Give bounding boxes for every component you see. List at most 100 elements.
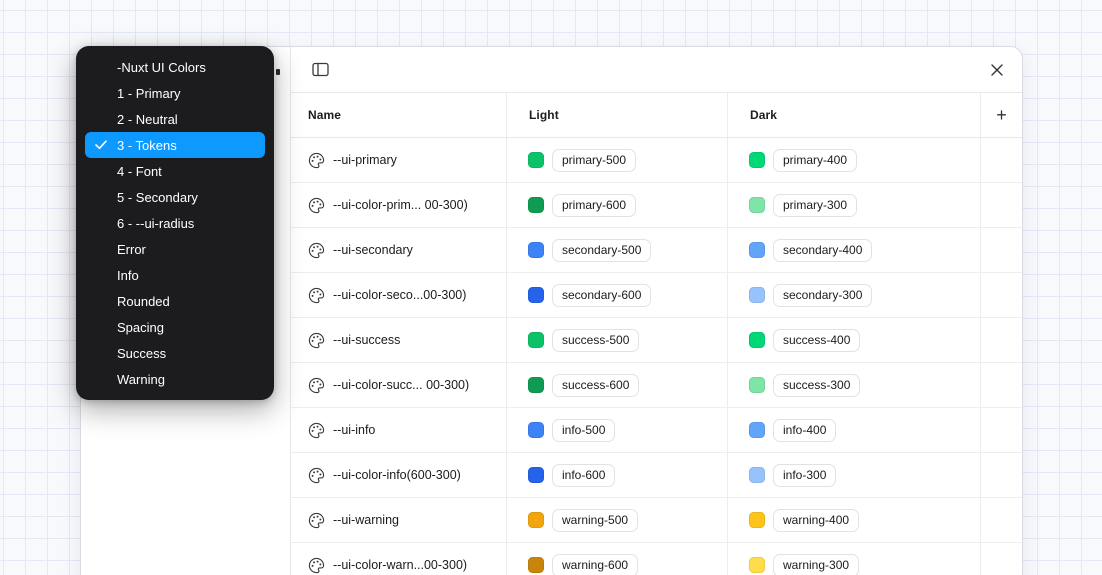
menu-item-label: 2 - Neutral xyxy=(117,111,178,127)
light-value-pill[interactable]: warning-600 xyxy=(552,553,639,575)
menu-item-6-ui-radius[interactable]: 6 - --ui-radius xyxy=(85,210,265,236)
table-row[interactable]: --ui-color-succ... 00-300) success-600 s… xyxy=(291,363,1022,408)
menu-item-4-font[interactable]: 4 - Font xyxy=(85,158,265,184)
menu-item-2-neutral[interactable]: 2 - Neutral xyxy=(85,106,265,132)
menu-item-warning[interactable]: Warning xyxy=(85,366,265,392)
dark-value-pill[interactable]: info-300 xyxy=(773,463,837,487)
variable-name: --ui-color-succ... 00-300) xyxy=(333,378,470,392)
palette-icon xyxy=(308,377,325,394)
palette-icon xyxy=(308,242,325,259)
table-row[interactable]: --ui-primary primary-500 primary-400 xyxy=(291,138,1022,183)
palette-icon xyxy=(308,422,325,439)
light-value-pill[interactable]: secondary-500 xyxy=(552,238,652,262)
light-color-swatch[interactable] xyxy=(528,287,544,303)
table-row[interactable]: --ui-warning warning-500 warning-400 xyxy=(291,498,1022,543)
menu-item-nuxt-ui-colors[interactable]: -Nuxt UI Colors xyxy=(85,54,265,80)
dark-color-swatch[interactable] xyxy=(749,152,765,168)
palette-icon xyxy=(308,332,325,349)
table-row[interactable]: --ui-color-prim... 00-300) primary-600 p… xyxy=(291,183,1022,228)
light-color-swatch[interactable] xyxy=(528,512,544,528)
menu-item-label: Info xyxy=(117,267,139,283)
dark-color-swatch[interactable] xyxy=(749,197,765,213)
menu-item-label: 6 - --ui-radius xyxy=(117,215,195,231)
menu-item-error[interactable]: Error xyxy=(85,236,265,262)
dark-color-swatch[interactable] xyxy=(749,242,765,258)
light-color-swatch[interactable] xyxy=(528,242,544,258)
light-color-swatch[interactable] xyxy=(528,332,544,348)
table-row[interactable]: --ui-success success-500 success-400 xyxy=(291,318,1022,363)
variable-name: --ui-warning xyxy=(333,513,399,527)
add-mode-button[interactable]: + xyxy=(990,104,1013,126)
variable-name: --ui-success xyxy=(333,333,401,347)
menu-item-1-primary[interactable]: 1 - Primary xyxy=(85,80,265,106)
toggle-sidebar-button[interactable] xyxy=(308,58,332,82)
light-value-pill[interactable]: primary-600 xyxy=(552,193,637,217)
menu-item-success[interactable]: Success xyxy=(85,340,265,366)
variable-name: --ui-color-seco...00-300) xyxy=(333,288,467,302)
light-color-swatch[interactable] xyxy=(528,467,544,483)
dark-value-pill[interactable]: info-400 xyxy=(773,418,837,442)
check-icon xyxy=(95,140,113,150)
dark-value-pill[interactable]: secondary-400 xyxy=(773,238,873,262)
panel-toolbar xyxy=(291,47,1022,93)
dark-color-swatch[interactable] xyxy=(749,422,765,438)
palette-icon xyxy=(308,152,325,169)
column-header-light[interactable]: Light xyxy=(507,93,728,137)
column-header-name[interactable]: Name xyxy=(291,93,507,137)
column-header-dark[interactable]: Dark xyxy=(728,93,981,137)
light-value-pill[interactable]: info-600 xyxy=(552,463,616,487)
dark-value-pill[interactable]: success-400 xyxy=(773,328,861,352)
light-value-pill[interactable]: info-500 xyxy=(552,418,616,442)
close-icon xyxy=(990,63,1004,77)
variables-content: Name Light Dark + --ui-primary p xyxy=(291,47,1022,575)
palette-icon xyxy=(308,197,325,214)
dark-color-swatch[interactable] xyxy=(749,557,765,573)
menu-item-info[interactable]: Info xyxy=(85,262,265,288)
light-value-pill[interactable]: success-600 xyxy=(552,373,640,397)
close-button[interactable] xyxy=(985,58,1009,82)
dark-color-swatch[interactable] xyxy=(749,512,765,528)
dark-value-pill[interactable]: primary-400 xyxy=(773,148,858,172)
dark-value-pill[interactable]: success-300 xyxy=(773,373,861,397)
light-value-pill[interactable]: warning-500 xyxy=(552,508,639,532)
light-color-swatch[interactable] xyxy=(528,377,544,393)
light-value-pill[interactable]: success-500 xyxy=(552,328,640,352)
light-color-swatch[interactable] xyxy=(528,152,544,168)
light-color-swatch[interactable] xyxy=(528,197,544,213)
table-row[interactable]: --ui-info info-500 info-400 xyxy=(291,408,1022,453)
dark-color-swatch[interactable] xyxy=(749,377,765,393)
menu-item-spacing[interactable]: Spacing xyxy=(85,314,265,340)
menu-item-label: -Nuxt UI Colors xyxy=(117,59,206,75)
light-color-swatch[interactable] xyxy=(528,422,544,438)
dark-value-pill[interactable]: warning-400 xyxy=(773,508,860,532)
dropdown-trigger-remnant xyxy=(276,69,280,75)
table-body: --ui-primary primary-500 primary-400 -- xyxy=(291,138,1022,575)
dark-value-pill[interactable]: secondary-300 xyxy=(773,283,873,307)
dark-value-pill[interactable]: warning-300 xyxy=(773,553,860,575)
table-row[interactable]: --ui-color-warn...00-300) warning-600 wa… xyxy=(291,543,1022,575)
table-header-row: Name Light Dark + xyxy=(291,93,1022,138)
menu-item-rounded[interactable]: Rounded xyxy=(85,288,265,314)
menu-item-label: 1 - Primary xyxy=(117,85,181,101)
dark-color-swatch[interactable] xyxy=(749,287,765,303)
table-row[interactable]: --ui-color-seco...00-300) secondary-600 … xyxy=(291,273,1022,318)
light-value-pill[interactable]: secondary-600 xyxy=(552,283,652,307)
menu-item-label: Warning xyxy=(117,371,165,387)
menu-item-label: 4 - Font xyxy=(117,163,162,179)
variable-name: --ui-secondary xyxy=(333,243,413,257)
menu-item-label: Rounded xyxy=(117,293,170,309)
dark-color-swatch[interactable] xyxy=(749,467,765,483)
dark-value-pill[interactable]: primary-300 xyxy=(773,193,858,217)
dark-color-swatch[interactable] xyxy=(749,332,765,348)
collection-dropdown-menu: -Nuxt UI Colors 1 - Primary 2 - Neutral … xyxy=(76,46,274,400)
palette-icon xyxy=(308,467,325,484)
table-row[interactable]: --ui-secondary secondary-500 secondary-4… xyxy=(291,228,1022,273)
table-row[interactable]: --ui-color-info(600-300) info-600 info-3… xyxy=(291,453,1022,498)
menu-item-label: 3 - Tokens xyxy=(117,137,177,153)
variable-name: --ui-info xyxy=(333,423,376,437)
menu-item-3-tokens[interactable]: 3 - Tokens xyxy=(85,132,265,158)
menu-item-5-secondary[interactable]: 5 - Secondary xyxy=(85,184,265,210)
light-color-swatch[interactable] xyxy=(528,557,544,573)
variable-name: --ui-color-info(600-300) xyxy=(333,468,461,482)
light-value-pill[interactable]: primary-500 xyxy=(552,148,637,172)
